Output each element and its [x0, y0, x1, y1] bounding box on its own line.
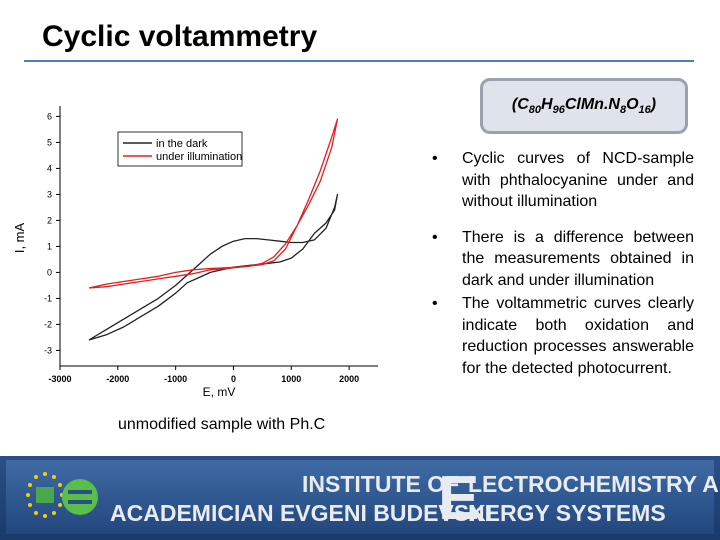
x-axis-label: E, mV: [203, 385, 236, 398]
bullet-text: The voltammetric curves clearly indicate…: [462, 295, 694, 377]
x-tick-label: -1000: [164, 374, 187, 384]
series-line: [88, 193, 339, 341]
y-tick-label: -3: [44, 345, 52, 355]
title-divider: [24, 60, 694, 62]
y-tick-label: 0: [47, 267, 52, 277]
x-tick-label: 2000: [339, 374, 359, 384]
banner-line-electrochemistry: LECTROCHEMISTRY AND: [468, 471, 720, 497]
institute-logo-icon: [26, 472, 98, 518]
bullet-list: • Cyclic curves of NCD-sample with phtha…: [432, 148, 694, 387]
x-tick-label: 0: [231, 374, 236, 384]
bullet-text: Cyclic curves of NCD-sample with phthalo…: [462, 150, 694, 210]
y-tick-label: 1: [47, 241, 52, 251]
y-tick-label: 4: [47, 163, 52, 173]
legend-label: in the dark: [156, 138, 208, 150]
banner-line-institute: INSTITUTE OF: [302, 471, 460, 497]
bullet-icon: •: [432, 295, 438, 312]
y-tick-label: -1: [44, 293, 52, 303]
y-tick-label: 3: [47, 189, 52, 199]
institute-banner: INSTITUTE OF ACADEMICIAN EVGENI BUDEVSKI…: [0, 456, 720, 540]
x-tick-label: 1000: [281, 374, 301, 384]
banner-line-energy: NERGY SYSTEMS: [468, 500, 666, 526]
y-tick-label: -2: [44, 319, 52, 329]
bullet-icon: •: [432, 150, 438, 167]
bullet-text: There is a difference between the measur…: [462, 228, 694, 289]
formula-text: (C80H96ClMn.N8O16): [511, 95, 657, 117]
bullet-icon: •: [432, 228, 438, 246]
bullet-item: • The voltammetric curves clearly indica…: [432, 293, 694, 379]
y-axis-label: I, mA: [12, 223, 27, 254]
y-tick-label: 6: [47, 111, 52, 121]
x-tick-label: -2000: [106, 374, 129, 384]
banner-panel: INSTITUTE OF ACADEMICIAN EVGENI BUDEVSKI…: [6, 460, 720, 534]
bullet-item: • Cyclic curves of NCD-sample with phtha…: [432, 148, 694, 213]
slide-title: Cyclic voltammetry: [42, 20, 318, 53]
legend-box: [117, 131, 243, 167]
formula-box: (C80H96ClMn.N8O16): [480, 78, 688, 134]
legend-label: under illumination: [156, 151, 242, 163]
cyclic-voltammetry-chart: -3 -2 -1 0 1 2 3 4 5 6 -3000 -2000 -1000 0 1000 2000 E, …: [12, 106, 378, 398]
chart-caption: unmodified sample with Ph.C: [118, 416, 326, 433]
x-tick-label: -3000: [48, 374, 71, 384]
y-tick-label: 2: [47, 215, 52, 225]
series-line: [88, 118, 339, 289]
bullet-item: • There is a difference between the meas…: [432, 227, 694, 292]
banner-line-academician: ACADEMICIAN EVGENI BUDEVSKI: [110, 500, 493, 526]
y-tick-label: 5: [47, 137, 52, 147]
banner-big-letter: E: [438, 464, 480, 533]
